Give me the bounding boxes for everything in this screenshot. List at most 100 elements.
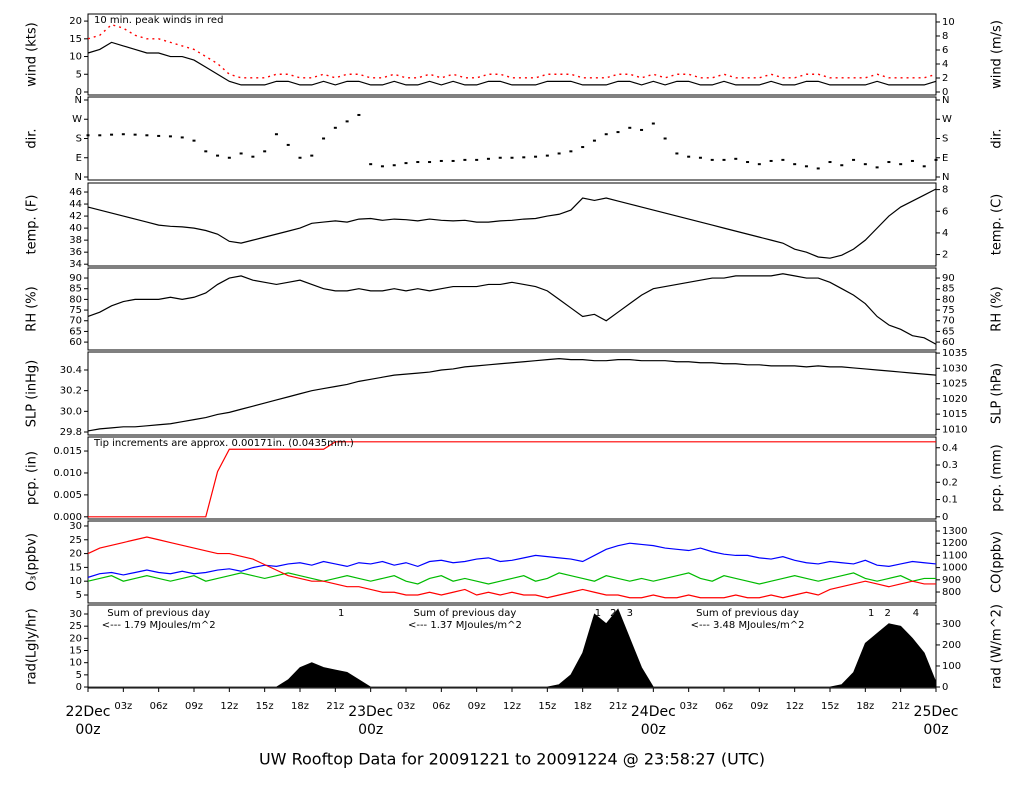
- x-tick-label: 18z: [856, 701, 874, 712]
- x-tick-label: 18z: [291, 701, 309, 712]
- marker-label: 1: [868, 608, 874, 619]
- y-tick-label: 15: [69, 34, 82, 45]
- y-tick-label: 30.2: [60, 386, 82, 397]
- line: [87, 188, 937, 259]
- point: [663, 137, 667, 140]
- daily-sum-heading: Sum of previous day: [696, 608, 799, 619]
- y-tick-label: 15: [69, 646, 82, 657]
- y-tick-label: 25: [69, 535, 82, 546]
- line: [87, 542, 937, 578]
- point: [86, 134, 90, 137]
- point: [899, 163, 903, 166]
- y-tick-label: 20: [69, 549, 82, 560]
- marker-label: 3: [627, 608, 633, 619]
- daily-sum-heading: Sum of previous day: [414, 608, 517, 619]
- y2-tick-label: 100: [942, 661, 961, 672]
- y2-tick-label: 1035: [942, 348, 967, 359]
- point: [640, 128, 644, 131]
- y2-tick-label: 90: [942, 273, 955, 284]
- y2-tick-label: 2: [942, 73, 948, 84]
- y2-tick-label: 1020: [942, 394, 967, 405]
- y2-tick-label: 1010: [942, 424, 967, 435]
- marker-label: 1: [338, 608, 344, 619]
- y2-tick-label: 0.2: [942, 477, 958, 488]
- y2-tick-label: 2: [942, 250, 948, 261]
- point: [274, 133, 278, 136]
- point: [392, 164, 396, 167]
- y-tick-label: 15: [69, 562, 82, 573]
- y-tick-label: N: [75, 95, 82, 106]
- x-tick-label: 00z: [641, 722, 666, 738]
- y-tick-label: 0.015: [53, 446, 82, 457]
- point: [651, 122, 655, 125]
- point: [121, 133, 125, 136]
- point: [416, 161, 420, 164]
- x-tick-label: 06z: [715, 701, 733, 712]
- y-tick-label: 0.000: [53, 512, 82, 523]
- y-tick-label: 0.005: [53, 490, 82, 501]
- y2-axis-label: wind (m/s): [990, 20, 1005, 89]
- point: [475, 158, 479, 161]
- y2-tick-label: 6: [942, 45, 948, 56]
- point: [204, 150, 208, 153]
- y2-tick-label: 4: [942, 228, 948, 239]
- marker-label: 2: [885, 608, 891, 619]
- y-tick-label: 10: [69, 658, 82, 669]
- point: [581, 146, 585, 149]
- point: [710, 158, 714, 161]
- point: [192, 139, 196, 142]
- day-label: 23Dec: [348, 704, 393, 720]
- panel-frame: [87, 436, 937, 520]
- point: [769, 159, 773, 162]
- x-tick-label: 21z: [892, 701, 910, 712]
- x-tick-label: 18z: [574, 701, 592, 712]
- y-tick-label: 46: [69, 187, 82, 198]
- point: [333, 126, 337, 129]
- y2-tick-label: 1300: [942, 526, 967, 537]
- point: [722, 158, 726, 161]
- y-tick-label: 25: [69, 621, 82, 632]
- y2-tick-label: E: [942, 153, 948, 164]
- y-tick-label: 44: [69, 199, 82, 210]
- y-tick-label: 38: [69, 235, 82, 246]
- y2-tick-label: 0: [942, 87, 948, 98]
- y-tick-label: 60: [69, 337, 82, 348]
- point: [216, 154, 220, 157]
- x-tick-label: 00z: [75, 722, 100, 738]
- y2-tick-label: 800: [942, 587, 961, 598]
- y-tick-label: 70: [69, 316, 82, 327]
- x-tick-label: 03z: [680, 701, 698, 712]
- x-tick-label: 12z: [220, 701, 238, 712]
- y-tick-label: W: [72, 114, 82, 125]
- line: [87, 23, 937, 79]
- y-tick-label: 34: [69, 259, 82, 270]
- y2-tick-label: N: [942, 172, 949, 183]
- panel-frame: [87, 13, 937, 96]
- point: [322, 137, 326, 140]
- point: [675, 152, 679, 155]
- point: [380, 165, 384, 168]
- point: [168, 135, 172, 138]
- x-tick-label: 00z: [923, 722, 948, 738]
- annotation: 10 min. peak winds in red: [94, 15, 223, 26]
- point: [887, 161, 891, 164]
- y-axis-label: pcp. (in): [25, 451, 40, 505]
- point: [157, 134, 161, 137]
- y2-axis-label: RH (%): [990, 286, 1005, 331]
- line: [87, 273, 937, 345]
- y2-axis-label: temp. (C): [990, 194, 1005, 256]
- y-tick-label: 85: [69, 284, 82, 295]
- panel-frame: [87, 520, 937, 604]
- point: [498, 156, 502, 159]
- point: [145, 134, 149, 137]
- point: [451, 159, 455, 162]
- y-tick-label: 65: [69, 326, 82, 337]
- point: [816, 167, 820, 170]
- y-tick-label: 10: [69, 576, 82, 587]
- y-tick-label: 5: [76, 69, 82, 80]
- y2-tick-label: 80: [942, 294, 955, 305]
- panel-frame: [87, 351, 937, 436]
- point: [840, 164, 844, 167]
- y2-axis-label: dir.: [990, 128, 1005, 148]
- y2-tick-label: 4: [942, 59, 948, 70]
